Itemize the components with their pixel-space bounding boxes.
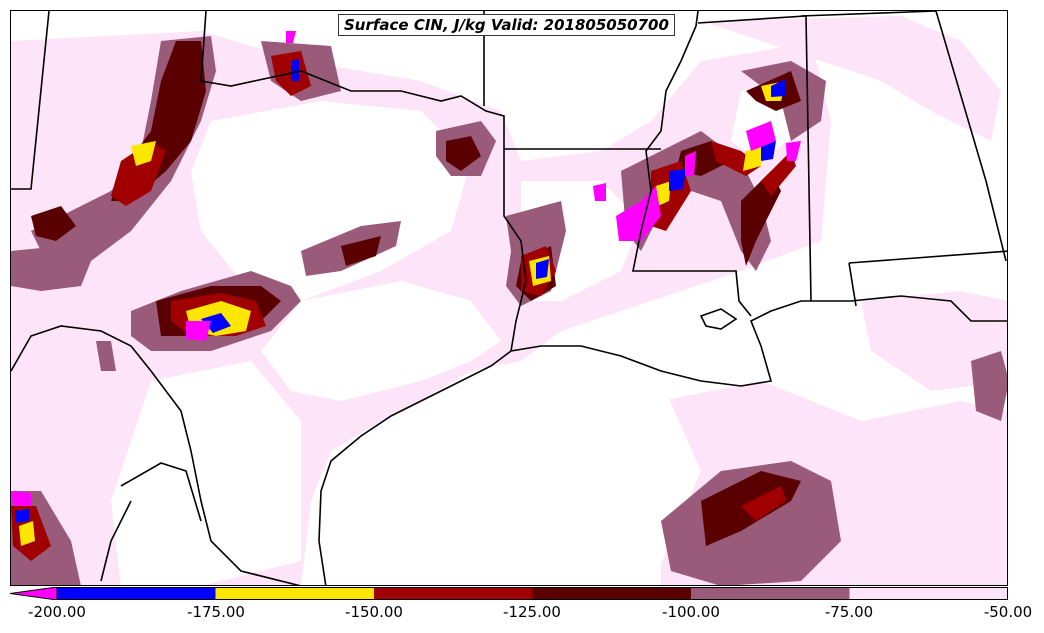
- colorbar-bin: [374, 587, 533, 600]
- colorbar-bin: [532, 587, 691, 600]
- coastline: [318, 295, 1007, 585]
- colorbar: [10, 587, 1008, 600]
- map-title: Surface CIN, J/kg Valid: 201805050700: [338, 14, 675, 36]
- map-panel: [10, 10, 1008, 586]
- colorbar-tick-label: -75.00: [824, 603, 874, 621]
- colorbar-tick-label: -150.00: [345, 603, 403, 621]
- colorbar-bin: [691, 587, 850, 600]
- colorbar-bin: [849, 587, 1008, 600]
- colorbar-bin: [57, 587, 216, 600]
- colorbar-tick-label: -125.00: [503, 603, 561, 621]
- cin-magenta: [11, 31, 801, 506]
- colorbar-tick-label: -50.00: [983, 603, 1033, 621]
- cin-map: [11, 11, 1007, 585]
- colorbar-tick-label: -175.00: [187, 603, 245, 621]
- colorbar-bin: [215, 587, 374, 600]
- colorbar-tick-label: -100.00: [662, 603, 720, 621]
- cin-blue: [15, 59, 786, 523]
- state-boundaries: [11, 11, 1007, 585]
- colorbar-tick-label: -200.00: [28, 603, 86, 621]
- colorbar-underflow: [10, 587, 58, 600]
- colorbar-outline: [56, 587, 1008, 600]
